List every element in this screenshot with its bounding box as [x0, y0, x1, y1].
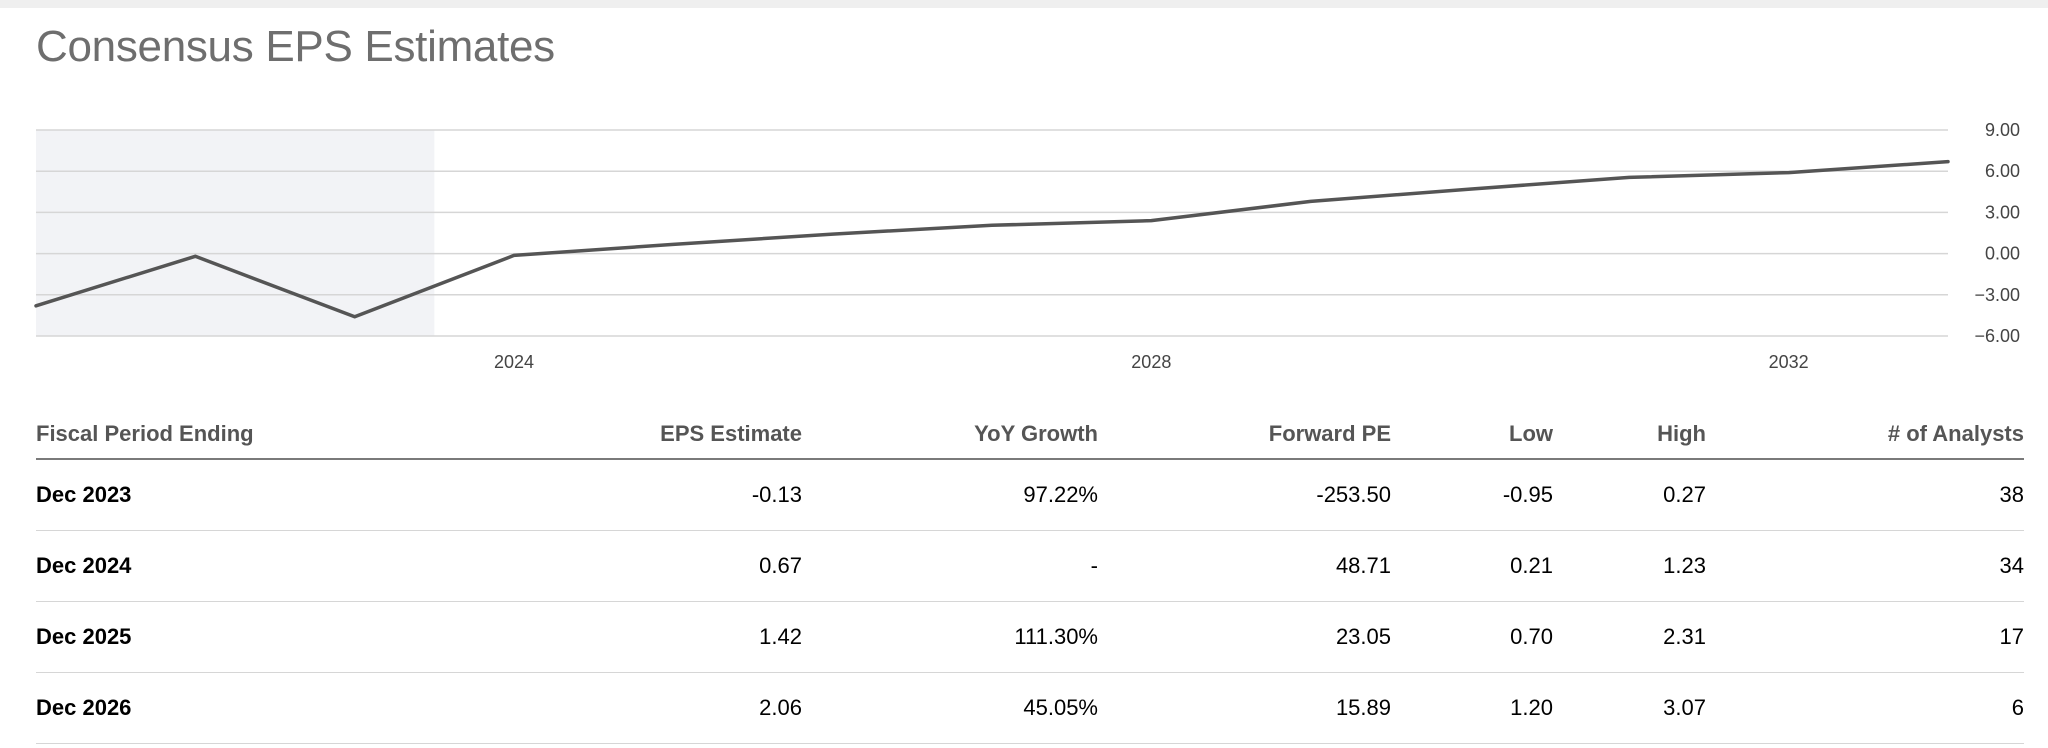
cell-high: 1.23	[1553, 530, 1706, 602]
cell-eps-estimate: 1.42	[456, 601, 802, 673]
cell-num-analysts: 38	[1706, 459, 2024, 531]
eps-line-chart: 9.00 6.00 3.00 0.00 −3.00 −6.00 2024 2028 2032	[34, 120, 2020, 372]
table-row: Dec 2023 -0.13 97.22% -253.50 -0.95 0.27…	[36, 459, 2024, 531]
cell-period: Dec 2025	[36, 601, 456, 673]
cell-yoy-growth: -	[802, 530, 1098, 602]
header-yoy-growth[interactable]: YoY Growth	[802, 410, 1098, 460]
cell-num-analysts: 6	[1706, 672, 2024, 744]
header-low[interactable]: Low	[1391, 410, 1553, 460]
cell-yoy-growth: 45.05%	[802, 672, 1098, 744]
table-row: Dec 2025 1.42 111.30% 23.05 0.70 2.31 17	[36, 601, 2024, 673]
cell-eps-estimate: 0.67	[456, 530, 802, 602]
y-tick-label: 9.00	[1985, 120, 2020, 140]
y-tick-label: −6.00	[1974, 326, 2020, 346]
cell-period: Dec 2023	[36, 459, 456, 531]
cell-forward-pe: 48.71	[1098, 530, 1391, 602]
header-forward-pe[interactable]: Forward PE	[1098, 410, 1391, 460]
eps-estimates-table: Fiscal Period Ending EPS Estimate YoY Gr…	[36, 410, 2024, 744]
cell-num-analysts: 17	[1706, 601, 2024, 673]
x-tick-label: 2028	[1131, 352, 1171, 372]
table-row: Dec 2026 2.06 45.05% 15.89 1.20 3.07 6	[36, 672, 2024, 744]
x-tick-label: 2024	[494, 352, 534, 372]
y-tick-label: 3.00	[1985, 202, 2020, 222]
cell-eps-estimate: 2.06	[456, 672, 802, 744]
page-title: Consensus EPS Estimates	[36, 22, 555, 71]
cell-low: -0.95	[1391, 459, 1553, 531]
header-eps-estimate[interactable]: EPS Estimate	[456, 410, 802, 460]
y-tick-label: 0.00	[1985, 244, 2020, 264]
header-high[interactable]: High	[1553, 410, 1706, 460]
cell-forward-pe: 23.05	[1098, 601, 1391, 673]
cell-period: Dec 2024	[36, 530, 456, 602]
eps-series-line	[34, 159, 1950, 319]
cell-high: 2.31	[1553, 601, 1706, 673]
top-strip	[0, 0, 2048, 8]
cell-low: 0.70	[1391, 601, 1553, 673]
cell-eps-estimate: -0.13	[456, 459, 802, 531]
y-tick-label: −3.00	[1974, 285, 2020, 305]
cell-high: 3.07	[1553, 672, 1706, 744]
cell-period: Dec 2026	[36, 672, 456, 744]
cell-low: 1.20	[1391, 672, 1553, 744]
cell-yoy-growth: 97.22%	[802, 459, 1098, 531]
cell-low: 0.21	[1391, 530, 1553, 602]
cell-yoy-growth: 111.30%	[802, 601, 1098, 673]
cell-num-analysts: 34	[1706, 530, 2024, 602]
table-row: Dec 2024 0.67 - 48.71 0.21 1.23 34	[36, 530, 2024, 602]
header-fiscal-period[interactable]: Fiscal Period Ending	[36, 410, 456, 460]
cell-high: 0.27	[1553, 459, 1706, 531]
cell-forward-pe: 15.89	[1098, 672, 1391, 744]
x-tick-label: 2032	[1769, 352, 1809, 372]
y-tick-label: 6.00	[1985, 161, 2020, 181]
cell-forward-pe: -253.50	[1098, 459, 1391, 531]
table-header-row: Fiscal Period Ending EPS Estimate YoY Gr…	[36, 410, 2024, 460]
historical-shade	[36, 130, 435, 336]
header-num-analysts[interactable]: # of Analysts	[1706, 410, 2024, 460]
